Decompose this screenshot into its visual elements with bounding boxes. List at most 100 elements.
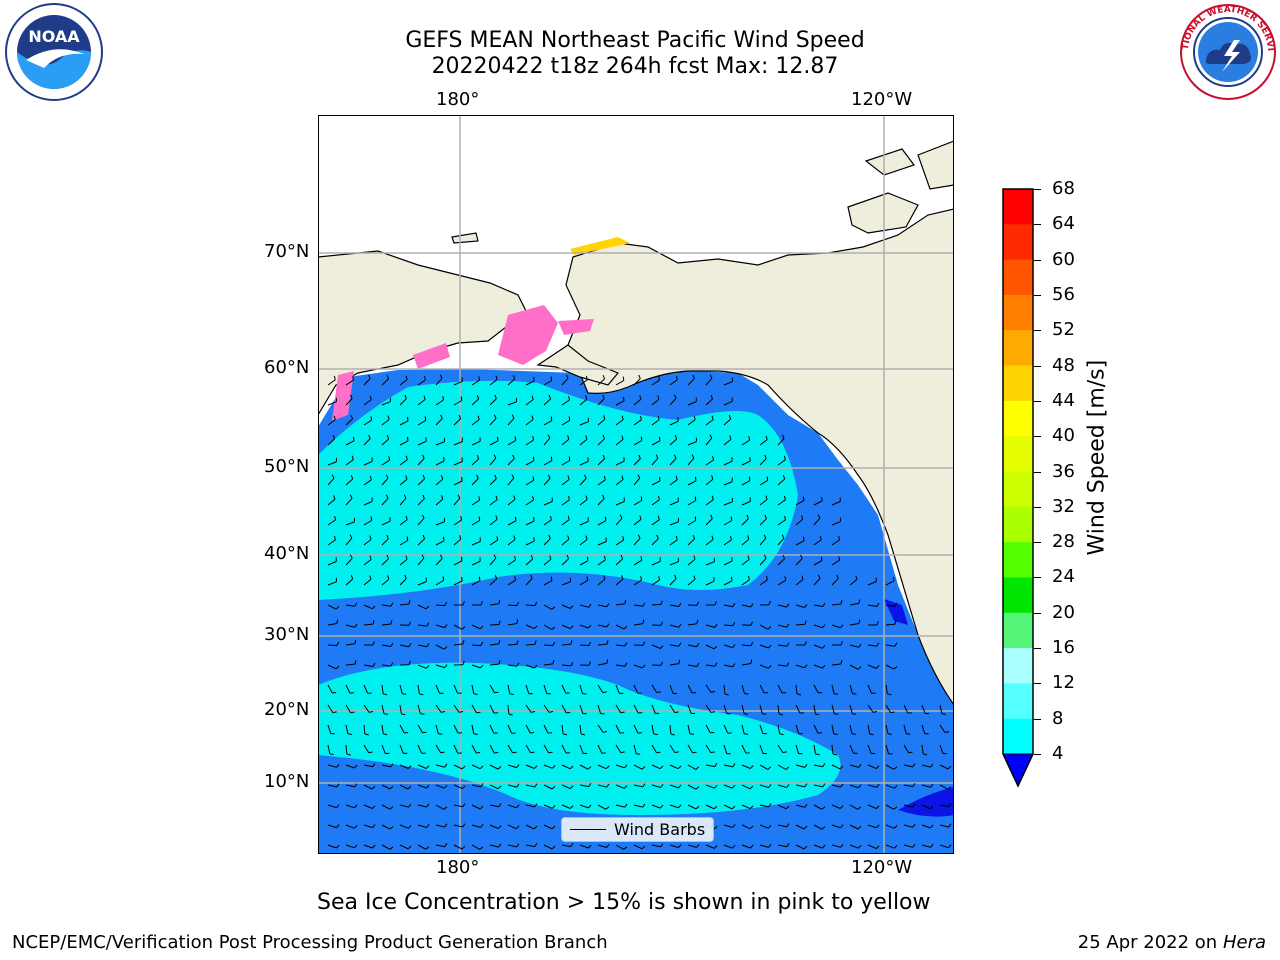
wind-barb [399, 844, 409, 850]
wind-barb [399, 603, 409, 606]
wind-barb [795, 558, 803, 566]
wind-barb-feather [659, 765, 664, 770]
wind-barb-feather [552, 805, 556, 809]
wind-barb [417, 764, 427, 769]
wind-barb-feather [785, 766, 790, 770]
wind-barb-feather [422, 474, 426, 480]
wind-barb [759, 479, 768, 486]
wind-barb [597, 624, 607, 628]
wind-barb [381, 498, 389, 506]
wind-barb-feather [336, 763, 340, 768]
wind-barb-feather [404, 574, 407, 579]
wind-barb-feather [912, 803, 916, 808]
wind-barb-feather [803, 536, 805, 541]
wind-barb [489, 539, 498, 546]
wind-barb-feather [781, 434, 785, 439]
wind-barb-feather [516, 601, 520, 606]
wind-barb-feather [840, 624, 844, 629]
wind-barb [399, 420, 409, 426]
wind-barb [399, 644, 409, 648]
wind-barb [723, 481, 733, 486]
wind-barb-feather [336, 804, 340, 809]
wind-barb-feather [354, 804, 358, 809]
wind-barb-feather [494, 575, 498, 580]
wind-barb-feather [623, 625, 628, 630]
wind-barb [777, 558, 785, 566]
wind-barb-feather [530, 555, 534, 560]
wind-barb-feather [765, 435, 768, 440]
wind-barb-feather [696, 643, 700, 647]
wind-barb [813, 744, 816, 754]
wind-barb [651, 684, 658, 693]
wind-barb [687, 623, 697, 626]
wind-barb-feather [478, 496, 481, 501]
wind-barb [597, 784, 607, 788]
wind-barb-feather [405, 515, 408, 520]
wind-barb [831, 784, 841, 788]
wind-barb [579, 438, 588, 446]
land-wrangel-island [451, 232, 479, 244]
wind-barb [507, 623, 517, 626]
wind-barb [741, 764, 751, 769]
wind-barb [453, 643, 463, 646]
wind-barb [687, 457, 695, 466]
wind-barb [633, 440, 643, 446]
wind-barb [867, 804, 877, 810]
wind-barb-feather [621, 575, 624, 580]
wind-barb-feather [858, 763, 862, 768]
wind-barb [723, 520, 733, 526]
wind-barb-feather [675, 475, 678, 480]
wind-barb-feather [941, 713, 946, 715]
wind-barb [687, 520, 697, 526]
wind-barb [759, 804, 769, 808]
wind-barb [363, 604, 373, 610]
wind-barb-feather [389, 806, 394, 810]
wind-barb [831, 804, 841, 809]
wind-barb-feather [838, 556, 841, 561]
wind-barb [579, 764, 589, 770]
wind-barb [399, 804, 409, 808]
wind-barb [741, 579, 750, 586]
wind-barb [615, 644, 625, 647]
wind-barb-feather [336, 824, 340, 828]
wind-barb [741, 644, 752, 647]
wind-barb [561, 624, 571, 630]
wind-barb-feather [691, 454, 695, 459]
colorbar-tick-mark [1034, 754, 1041, 755]
colorbar-band [1003, 330, 1033, 367]
wind-barb [363, 664, 373, 667]
wind-barb [615, 764, 625, 769]
wind-barb-feather [713, 845, 718, 849]
wind-barb-feather [440, 554, 443, 559]
wind-barb [381, 459, 390, 466]
wind-barb-feather [603, 575, 606, 580]
footer-left: NCEP/EMC/Verification Post Processing Pr… [12, 932, 608, 953]
wind-barb-feather [766, 575, 768, 581]
wind-barb-feather [351, 455, 354, 460]
wind-barb [327, 498, 336, 506]
wind-barb [651, 764, 661, 770]
wind-barb-feather [840, 641, 843, 646]
wind-barb-feather [603, 475, 606, 480]
wind-barb-feather [930, 843, 934, 848]
wind-barb [435, 824, 445, 828]
wind-barb-feather [354, 764, 358, 769]
wind-barb-feather [641, 845, 646, 850]
wind-barb [471, 379, 480, 386]
wind-barb [741, 460, 751, 466]
wind-barb [777, 579, 786, 586]
wind-barb [651, 579, 660, 586]
wind-barb [399, 379, 408, 386]
wind-barb [723, 580, 733, 586]
wind-barb [813, 539, 822, 546]
wind-barb-feather [368, 711, 374, 713]
wind-barb-feather [354, 783, 358, 788]
wind-barb [543, 558, 552, 566]
wind-barb-feather [439, 374, 443, 379]
wind-barb [363, 684, 369, 694]
wind-barb [633, 500, 643, 506]
wind-barb [453, 580, 463, 586]
wind-barb-feather [440, 711, 446, 713]
wind-barb-feather [602, 434, 605, 439]
wind-barb-feather [570, 662, 574, 667]
